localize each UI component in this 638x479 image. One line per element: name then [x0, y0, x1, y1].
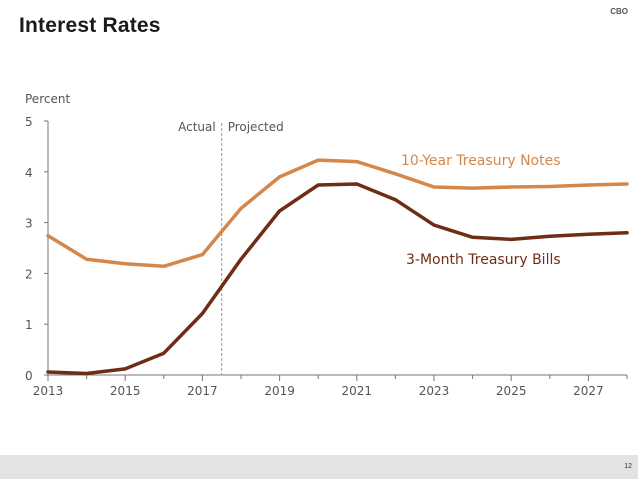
y-tick-label: 5: [25, 115, 33, 129]
y-tick-label: 3: [25, 217, 33, 231]
y-tick-label: 1: [25, 318, 33, 332]
data-point: [46, 234, 50, 238]
data-point: [586, 183, 591, 187]
label-layer: 0 1 2 3 4 5 2013 2015 2017 2019 2021 2023 2025 2027 Pe…: [25, 92, 604, 398]
data-point: [162, 264, 166, 268]
data-point: [355, 160, 359, 164]
data-point: [471, 235, 475, 239]
data-point: [239, 206, 243, 210]
data-point: [278, 175, 282, 179]
x-tick-label: 2015: [110, 384, 141, 398]
interest-rates-chart: 0 1 2 3 4 5 2013 2015 2017 2019 2021 2023 2025 2027 Pe…: [25, 92, 629, 398]
data-point: [162, 351, 166, 355]
data-point: [239, 257, 243, 261]
data-point: [123, 262, 127, 266]
x-tick-label: 2027: [573, 384, 604, 398]
data-point: [393, 198, 397, 202]
x-tick-label: 2025: [496, 384, 527, 398]
series-label-treasury-bills: 3-Month Treasury Bills: [406, 252, 561, 268]
data-point: [509, 237, 513, 241]
data-point: [46, 370, 50, 374]
x-tick-label: 2017: [187, 384, 218, 398]
data-point: [393, 172, 397, 176]
data-point: [278, 209, 282, 213]
data-point: [123, 367, 127, 371]
series-line-treasury-notes: [46, 158, 629, 269]
data-point: [548, 234, 552, 238]
x-tick-label: 2019: [264, 384, 295, 398]
grid-layer: [44, 120, 628, 381]
y-axis-title: Percent: [25, 92, 70, 106]
y-tick-label: 0: [25, 369, 33, 383]
x-tick-label: 2013: [33, 384, 64, 398]
data-point: [316, 183, 320, 187]
data-point: [586, 232, 591, 236]
data-point: [509, 185, 513, 189]
series-line-treasury-bills: [46, 182, 629, 376]
data-point: [85, 371, 89, 376]
x-tick-label: 2021: [342, 384, 373, 398]
page-number: 12: [624, 463, 632, 470]
data-point: [316, 158, 320, 162]
data-point: [548, 184, 552, 189]
y-tick-label: 2: [25, 267, 33, 281]
data-point: [200, 311, 204, 316]
actual-label: Actual: [178, 120, 216, 134]
data-point: [471, 186, 475, 190]
line-layer: [46, 158, 629, 376]
data-point: [200, 253, 204, 257]
footer-bar: 12: [0, 455, 638, 479]
slide-title: Interest Rates: [19, 14, 161, 37]
projected-label: Projected: [228, 120, 284, 134]
series-label-treasury-notes: 10-Year Treasury Notes: [401, 153, 561, 169]
data-point: [355, 182, 359, 186]
cbo-logo: CBO: [610, 7, 628, 16]
data-point: [432, 185, 436, 189]
data-point: [625, 182, 629, 186]
data-point: [85, 257, 89, 261]
y-tick-label: 4: [25, 166, 33, 180]
x-tick-label: 2023: [419, 384, 450, 398]
data-point: [625, 231, 629, 235]
data-point: [432, 223, 436, 227]
